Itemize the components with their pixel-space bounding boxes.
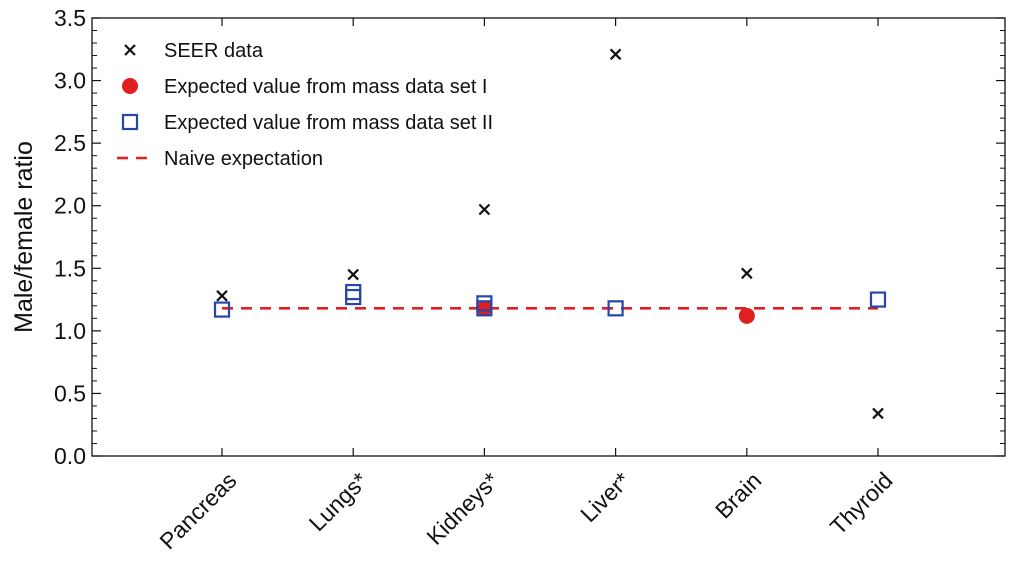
x-tick-label: Kidneys* — [421, 467, 504, 550]
legend-seer-marker — [124, 44, 136, 56]
y-tick-label: 2.0 — [54, 193, 86, 219]
y-axis-title: Male/female ratio — [10, 141, 38, 333]
legend-label: SEER data — [164, 40, 264, 62]
y-axis-ticks: 0.0 0.5 1.0 1.5 2.0 2.5 3.0 3.5 — [54, 5, 1005, 469]
y-tick-label: 2.5 — [54, 130, 86, 156]
y-tick-label: 1.5 — [54, 255, 86, 281]
x-tick-label: Brain — [710, 467, 766, 523]
seer-data-point — [347, 268, 359, 281]
data-marks — [213, 48, 887, 420]
y-tick-label: 1.0 — [54, 318, 86, 344]
legend-mass-set-1-marker — [122, 78, 138, 94]
mass-set-2-square — [869, 291, 887, 308]
y-tick-label: 0.5 — [54, 380, 86, 406]
legend-label: Expected value from mass data set I — [164, 76, 488, 98]
plot-frame — [91, 17, 1006, 457]
x-axis-ticks: Pancreas Lungs* Kidneys* Liver* Brain Thyroid — [154, 18, 898, 554]
seer-data-point — [478, 203, 491, 216]
seer-data-point — [216, 290, 228, 302]
mass-set-2-square — [345, 283, 362, 301]
x-tick-label: Liver* — [575, 467, 635, 527]
legend: SEER data Expected value from mass data s… — [117, 40, 493, 170]
seer-data-point — [609, 48, 622, 61]
mass-set-2-square — [607, 300, 624, 317]
mass-set-1-point — [476, 300, 493, 317]
y-tick-label: 3.5 — [54, 5, 86, 31]
mass-set-2-square — [476, 295, 493, 312]
x-tick-label: Thyroid — [825, 467, 898, 540]
mass-set-2-square — [345, 288, 362, 306]
mass-set-2-square — [213, 301, 231, 318]
legend-mass-set-2-marker — [121, 113, 139, 131]
legend-label: Expected value from mass data set II — [164, 112, 493, 134]
seer-data-point — [741, 267, 753, 280]
legend-label: Naive expectation — [164, 148, 323, 170]
y-tick-label: 3.0 — [54, 68, 86, 94]
y-tick-label: 0.0 — [54, 443, 86, 469]
x-tick-label: Lungs* — [304, 467, 373, 536]
seer-data-point — [872, 407, 884, 420]
mass-set-1-point — [738, 307, 755, 324]
x-tick-label: Pancreas — [154, 467, 241, 554]
